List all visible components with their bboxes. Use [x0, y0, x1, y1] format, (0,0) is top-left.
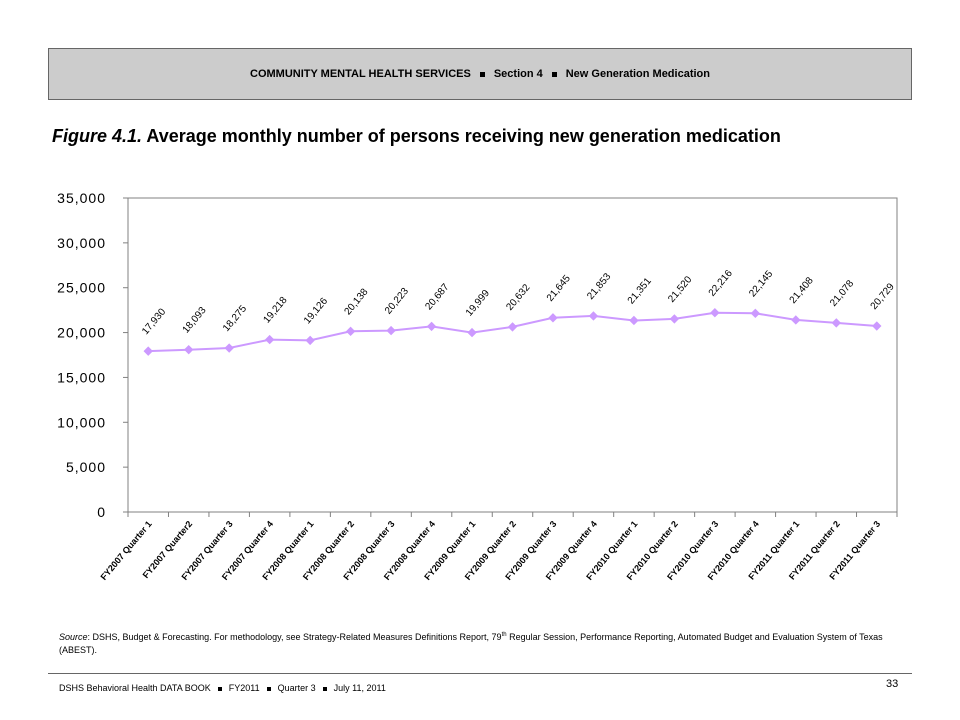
data-point	[750, 308, 761, 319]
section-topic: New Generation Medication	[565, 68, 710, 80]
figure-title: Figure 4.1. Average monthly number of pe…	[52, 125, 892, 148]
footer-book-title: DSHS Behavioral Health DATA BOOK	[59, 683, 211, 693]
source-label: Source	[59, 632, 88, 642]
data-point	[224, 343, 234, 353]
bullet-separator	[322, 686, 327, 691]
data-point	[467, 327, 477, 338]
data-point	[710, 307, 720, 318]
data-point	[548, 313, 558, 323]
y-tick-label: 30,000	[57, 235, 106, 251]
y-tick-label: 0	[97, 504, 106, 520]
bullet-separator	[217, 686, 222, 691]
source-text: : DSHS, Budget & Forecasting. For method…	[87, 632, 502, 642]
footer-quarter: Quarter 3	[277, 683, 316, 693]
y-tick-label: 25,000	[57, 280, 106, 296]
page-number: 33	[886, 678, 899, 690]
section-number: Section 4	[493, 68, 543, 80]
source-note: Source: DSHS, Budget & Forecasting. For …	[59, 629, 909, 657]
data-point	[345, 326, 356, 337]
data-point	[143, 346, 153, 356]
data-point	[305, 335, 315, 346]
footer-divider	[48, 673, 912, 674]
footer-fiscal-year: FY2011	[228, 683, 260, 693]
section-banner: COMMUNITY MENTAL HEALTH SERVICES Section…	[48, 48, 912, 100]
data-point	[669, 314, 680, 324]
data-point	[872, 321, 882, 331]
data-point	[791, 315, 801, 325]
data-point	[184, 344, 194, 355]
y-tick-label: 20,000	[57, 325, 106, 341]
footer-date: July 11, 2011	[333, 683, 386, 693]
bullet-separator	[266, 686, 271, 691]
source-text-continued: Regular Session, Performance Reporting, …	[59, 632, 883, 655]
data-point	[831, 318, 841, 328]
bullet-separator	[479, 71, 485, 77]
data-point	[386, 325, 396, 336]
section-title: COMMUNITY MENTAL HEALTH SERVICES	[250, 68, 471, 80]
y-tick-label: 35,000	[57, 190, 106, 206]
y-tick-label: 10,000	[57, 414, 106, 430]
source-superscript: th	[501, 632, 507, 638]
data-point	[629, 315, 639, 326]
data-point	[588, 311, 599, 321]
plot-area	[127, 197, 898, 513]
y-tick-label: 5,000	[66, 459, 106, 475]
y-tick-label: 15,000	[57, 369, 106, 385]
bullet-separator	[551, 71, 557, 77]
figure-number: Figure 4.1.	[52, 126, 143, 146]
data-point	[507, 322, 518, 332]
figure-title-text: Average monthly number of persons receiv…	[146, 126, 781, 146]
data-point	[264, 334, 275, 345]
data-point	[426, 321, 437, 332]
line-chart: 0 5,000 10,000 15,000 20,000 25,000 30,000 35,0…	[57, 190, 898, 582]
footer: DSHS Behavioral Health DATA BOOK FY2011 Qu…	[59, 683, 386, 693]
